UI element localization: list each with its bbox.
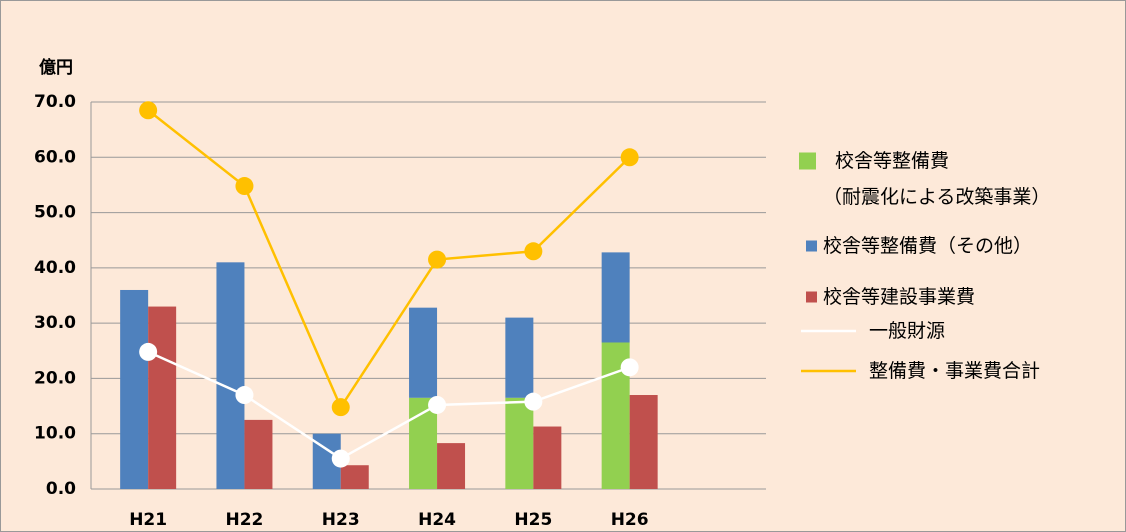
- bar: [340, 465, 369, 489]
- x-tick-label: H23: [322, 510, 360, 530]
- y-tick-label: 40.0: [34, 258, 76, 278]
- legend-swatch: [806, 240, 817, 252]
- y-tick-label: 10.0: [34, 424, 76, 444]
- marker: [331, 449, 350, 468]
- y-axis-label: 億円: [39, 57, 73, 78]
- y-tick-label: 60.0: [34, 147, 76, 167]
- bar: [244, 419, 273, 489]
- legend-swatch: [806, 291, 817, 303]
- x-tick-label: H26: [611, 510, 649, 530]
- bar: [601, 252, 630, 343]
- bar: [216, 262, 245, 489]
- bar: [505, 317, 534, 398]
- marker: [620, 148, 639, 167]
- bar: [148, 306, 177, 489]
- line: [147, 109, 631, 410]
- y-tick-label: 70.0: [34, 92, 76, 112]
- marker: [235, 386, 254, 405]
- y-tick-label: 0.0: [46, 479, 76, 499]
- marker: [620, 358, 639, 377]
- bar: [409, 307, 438, 398]
- bar: [120, 289, 149, 489]
- bar: [629, 395, 658, 489]
- legend-swatch: [799, 152, 816, 170]
- marker: [524, 392, 543, 411]
- marker: [235, 177, 254, 196]
- marker: [331, 398, 350, 417]
- y-tick-label: 50.0: [34, 203, 76, 223]
- line: [147, 350, 631, 461]
- marker: [428, 395, 447, 414]
- x-tick-label: H22: [226, 510, 264, 530]
- legend-label: 一般財源: [869, 320, 946, 342]
- marker: [524, 242, 543, 261]
- marker: [139, 101, 158, 120]
- y-tick-label: 30.0: [34, 313, 76, 333]
- legend-label: 整備費・事業費合計: [869, 360, 1041, 382]
- legend-label: 校舎等整備費（その他）: [823, 235, 1033, 257]
- legend-label: 校舎等整備費 （耐震化による改築事業）: [823, 150, 1051, 208]
- x-tick-label: H25: [514, 510, 552, 530]
- y-tick-label: 20.0: [34, 368, 76, 388]
- x-tick-label: H24: [418, 510, 456, 530]
- marker: [428, 250, 447, 269]
- bar: [533, 426, 562, 489]
- x-tick-label: H21: [129, 510, 167, 530]
- bar: [437, 443, 466, 489]
- bar: [505, 397, 534, 489]
- marker: [139, 342, 158, 361]
- legend-label: 校舎等建設事業費: [823, 286, 976, 308]
